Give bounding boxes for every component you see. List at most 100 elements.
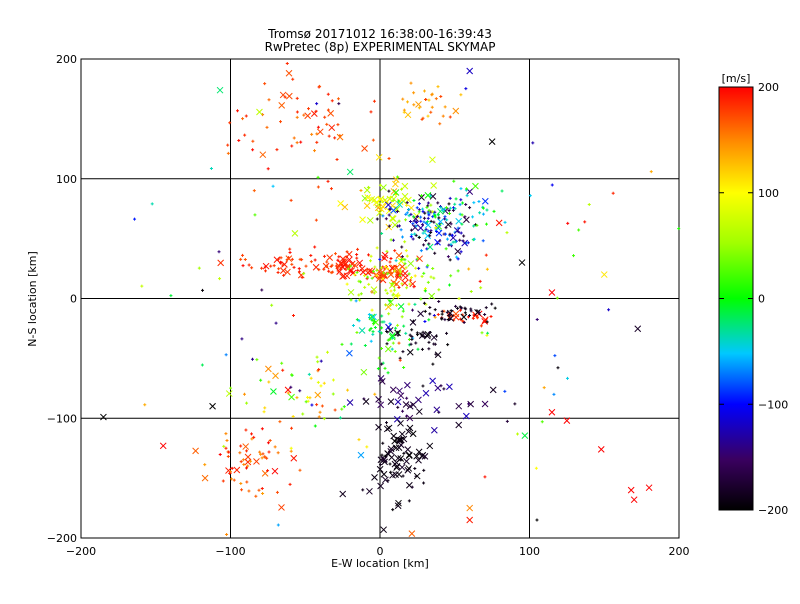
data-point-plus [413,232,417,236]
data-point-plus [485,320,489,324]
data-point-cross [271,467,279,475]
data-point-plus [356,268,360,272]
data-point-plus [342,405,346,409]
data-point-plus [448,232,452,236]
data-point-plus [427,242,431,246]
data-point-cross [368,195,376,203]
data-point-plus [420,194,424,198]
data-point-cross [233,466,241,474]
data-point-cross [384,345,392,353]
data-point-plus [316,360,320,364]
data-point-cross [358,265,366,273]
data-point-plus [262,410,266,414]
data-point-plus [459,187,463,191]
data-point-cross [284,268,291,276]
data-point-plus [440,317,444,321]
data-point-plus [243,258,247,262]
data-point-plus [260,456,264,460]
data-point-plus [380,232,384,236]
data-point-plus [417,235,421,239]
data-point-plus [444,226,448,230]
data-point-cross [375,153,383,161]
data-point-plus [368,316,372,320]
data-point-cross [339,255,347,263]
data-point-plus [318,84,322,88]
data-point-plus [405,286,409,290]
data-point-cross [396,387,403,395]
data-point-plus [290,426,294,430]
data-point-plus [467,402,471,406]
plot-area [80,58,681,539]
data-point-plus [500,189,504,193]
data-point-cross [244,458,252,466]
data-point-plus [322,417,326,421]
data-point-plus [336,97,340,101]
data-point-cross [285,69,293,77]
data-point-plus [540,420,544,424]
data-point-plus [371,332,375,336]
data-point-cross [403,457,410,465]
data-point-plus [200,363,204,367]
data-point-cross [272,372,279,380]
data-point-cross [244,453,252,461]
data-point-cross [270,388,277,395]
data-point-cross [397,419,404,427]
data-point-cross [382,476,389,484]
data-point-cross [341,258,349,266]
colorbar-label: [m/s] [722,72,751,85]
data-point-plus [415,257,419,261]
data-point-cross [415,408,423,415]
data-point-plus [316,380,320,384]
data-point-plus [406,100,410,104]
data-point-plus [363,285,367,289]
data-point-plus [307,372,311,376]
data-point-plus [376,367,380,371]
data-point-plus [251,148,255,152]
data-point-plus [422,481,426,485]
data-point-plus [263,82,267,86]
data-point-cross [314,391,322,399]
data-point-plus [412,199,416,203]
data-point-plus [356,247,360,251]
data-point-plus [315,403,319,407]
y-tick-label: 100 [56,173,77,186]
data-point-plus [583,220,587,224]
data-point-plus [247,263,251,267]
data-point-plus [392,288,396,292]
data-point-plus [275,490,279,494]
data-point-plus [346,267,350,271]
data-point-plus [310,132,314,136]
data-point-cross [446,383,453,391]
data-point-plus [371,330,375,334]
data-point-plus [389,470,393,474]
data-point-plus [298,468,302,472]
data-point-plus [349,264,353,268]
data-point-plus [407,208,411,212]
data-point-plus [384,421,388,425]
data-point-plus [485,267,489,271]
data-point-plus [225,532,229,536]
data-point-cross [411,224,419,231]
data-point-cross [466,504,474,512]
data-point-cross [405,465,413,472]
data-point-plus [462,320,466,324]
data-point-cross [375,423,382,431]
data-point-cross [385,424,393,432]
data-point-cross [429,156,436,164]
data-point-plus [377,356,381,360]
data-point-cross [453,227,461,234]
data-point-plus [427,318,431,322]
data-point-plus [227,450,231,454]
data-point-plus [370,318,374,322]
data-point-plus [535,317,539,321]
data-point-cross [455,402,463,410]
data-point-plus [422,89,426,93]
data-point-cross [630,496,638,504]
data-point-plus [327,134,331,138]
data-point-plus [257,488,261,492]
data-point-cross [336,268,343,275]
data-point-plus [446,255,450,259]
data-point-plus [371,269,375,273]
data-point-cross [290,454,298,462]
data-point-plus [455,255,459,259]
